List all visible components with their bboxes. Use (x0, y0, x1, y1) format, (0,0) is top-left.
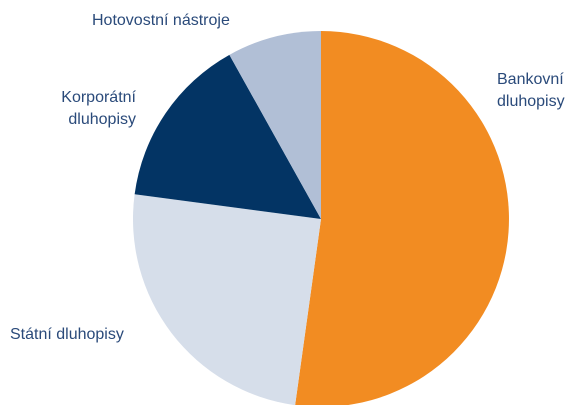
slice-label-line: Bankovní (497, 71, 564, 88)
pie-slice-3 (134, 54, 321, 219)
slice-label-line: Korporátní (61, 89, 136, 106)
slice-label-line: dluhopisy (68, 111, 136, 128)
pie-slices (132, 31, 509, 407)
slice-label-3: Korporátní dluhopisy (61, 89, 136, 128)
pie-labels: Bankovní dluhopisy Státní dluhopisy Korporá… (10, 12, 565, 343)
pie-slice-2 (132, 194, 321, 406)
slice-label-4: Hotovostní nástroje (92, 12, 230, 29)
pie-slice-1 (295, 31, 509, 407)
slice-label-line: Státní dluhopisy (10, 326, 124, 343)
pie-slice-4 (229, 31, 321, 219)
slice-label-line: dluhopisy (497, 93, 565, 110)
slice-label-2: Státní dluhopisy (10, 326, 124, 343)
slice-label-line: Hotovostní nástroje (92, 12, 230, 29)
slice-label-1: Bankovní dluhopisy (497, 71, 565, 110)
